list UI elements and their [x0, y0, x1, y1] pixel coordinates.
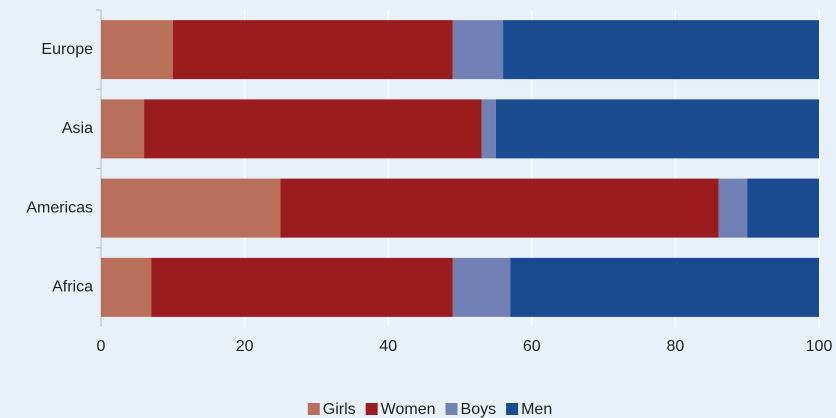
x-tick-label: 0	[97, 338, 106, 355]
legend: Girls Women Boys Men	[307, 401, 552, 418]
y-tick-label: Europe	[41, 41, 93, 58]
bar-segment	[101, 20, 173, 80]
bar-segment	[747, 178, 819, 238]
legend-swatch	[445, 403, 458, 415]
y-tick-label: Africa	[52, 279, 93, 296]
legend-label: Boys	[461, 401, 497, 418]
legend-label: Women	[381, 401, 436, 418]
bar-segment	[503, 20, 819, 80]
legend-label: Girls	[323, 401, 356, 418]
x-tick-label: 100	[806, 338, 833, 355]
x-tick-label: 20	[236, 338, 254, 355]
bar-segment	[481, 99, 496, 159]
y-tick-label: Americas	[26, 199, 93, 216]
legend-label: Men	[521, 401, 552, 418]
bar-segment	[144, 99, 482, 159]
y-tick-label: Asia	[62, 120, 93, 137]
bar-segment	[101, 257, 152, 317]
bar-segment	[452, 20, 504, 80]
x-tick-label: 40	[379, 338, 397, 355]
bar-segment	[151, 257, 453, 317]
bar-segment	[452, 257, 511, 317]
bar-segment	[718, 178, 748, 238]
legend-swatch	[506, 403, 519, 415]
bar-segment	[510, 257, 819, 317]
bar-segment	[172, 20, 453, 80]
legend-swatch	[307, 403, 320, 415]
bar-segment	[101, 99, 145, 159]
legend-swatch	[365, 403, 378, 415]
bar-segment	[101, 178, 281, 238]
bar-segment	[495, 99, 819, 159]
x-tick-label: 80	[667, 338, 685, 355]
x-tick-label: 60	[523, 338, 541, 355]
bar-segment	[280, 178, 719, 238]
